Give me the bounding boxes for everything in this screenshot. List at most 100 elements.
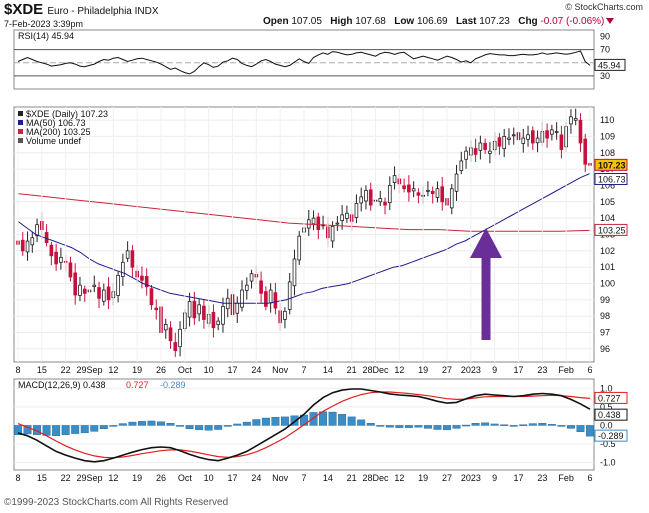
candle-body — [583, 138, 588, 165]
candle-body — [68, 262, 73, 278]
candle-body — [488, 150, 492, 154]
price-x-tick: 8 — [15, 365, 20, 375]
macd-histogram-bar — [52, 425, 61, 437]
chart-title: $XDE Euro - Philadelphia INDX — [4, 1, 159, 18]
macd-histogram-bar — [376, 425, 385, 427]
macd-x-tick: 17 — [227, 473, 237, 483]
candle-body — [402, 185, 406, 190]
macd-histogram-bar — [185, 425, 194, 429]
candle-body — [559, 134, 564, 150]
candle-body — [387, 185, 392, 203]
macd-x-tick: 15 — [37, 473, 47, 483]
candle-body — [244, 284, 249, 291]
candle-body — [364, 189, 368, 202]
candle-body — [316, 216, 321, 230]
macd-x-tick: 6 — [587, 473, 592, 483]
candle-body — [511, 134, 516, 137]
candle-body — [73, 272, 78, 296]
macd-x-tick: 28Dec — [362, 473, 389, 483]
candle-body — [92, 284, 97, 287]
candle-body — [297, 235, 302, 261]
candle-body — [521, 137, 526, 144]
macd-histogram-bar — [137, 421, 146, 426]
macd-x-tick: 9 — [492, 473, 497, 483]
candle-body — [573, 118, 578, 121]
macd-histogram-bar — [452, 425, 461, 429]
candle-body — [25, 240, 30, 253]
macd-histogram-bar — [242, 421, 251, 426]
macd-histogram-bar — [23, 425, 32, 435]
macd-x-tick: 7 — [301, 473, 306, 483]
symbol: $XDE — [4, 1, 44, 18]
macd-last-badge — [594, 408, 628, 421]
candle-body — [178, 328, 182, 348]
price-legend: MA(50) 106.73 — [26, 118, 86, 128]
macd-histogram-bar — [290, 415, 299, 426]
price-x-tick: 10 — [204, 365, 214, 375]
macd-histogram-bar — [509, 425, 518, 427]
candle-body — [578, 119, 583, 144]
candle-body — [464, 150, 468, 160]
candle-body — [507, 137, 511, 140]
site-credit: © StockCharts.com — [565, 2, 643, 12]
macd-histogram-bar — [261, 417, 270, 426]
macd-x-tick: 19 — [132, 473, 142, 483]
price-y-tick: 108 — [600, 148, 615, 158]
price-y-tick: 105 — [600, 197, 615, 207]
macd-histogram-bar — [280, 416, 289, 426]
price-x-tick: 6 — [587, 365, 592, 375]
macd-histogram-bar — [547, 424, 556, 426]
macd-histogram-bar — [366, 423, 375, 426]
macd-histogram-bar — [586, 425, 594, 437]
macd-last-label: -0.289 — [598, 431, 624, 441]
price-last-label: 103.25 — [598, 225, 626, 235]
candle-body — [211, 311, 216, 329]
macd-last-badge — [594, 391, 628, 404]
macd-histogram-bar — [357, 419, 366, 426]
open-value: 107.05 — [291, 16, 322, 27]
macd-last-label: 0.727 — [598, 393, 621, 403]
macd-histogram-bar — [385, 425, 394, 428]
macd-x-tick: 10 — [204, 473, 214, 483]
macd-histogram-bar — [481, 422, 490, 426]
candle-body — [483, 142, 487, 150]
price-y-tick: 104 — [600, 213, 615, 223]
candle-body — [235, 302, 240, 314]
candle-body — [459, 160, 464, 171]
candle-body — [187, 301, 192, 318]
price-y-tick: 96 — [600, 344, 610, 354]
candle-body — [368, 189, 373, 206]
price-x-tick: 7 — [301, 365, 306, 375]
macd-x-tick: 26 — [156, 473, 166, 483]
price-last-badge — [594, 173, 628, 186]
candle-body — [569, 116, 573, 125]
price-x-tick: 9 — [492, 365, 497, 375]
macd-histogram-bar — [109, 425, 118, 427]
price-x-tick: 26 — [156, 365, 166, 375]
macd-histogram-bar — [500, 424, 509, 426]
quote-bar: Open 107.05 High 107.68 Low 106.69 Last … — [263, 16, 615, 27]
macd-x-tick: 17 — [513, 473, 523, 483]
candle-body — [216, 320, 221, 325]
crossover-arrow-head — [470, 228, 502, 258]
open-label: Open — [263, 16, 289, 27]
candle-body — [502, 136, 507, 149]
price-last-badge — [594, 158, 628, 171]
price-x-tick: 2023 — [461, 365, 481, 375]
macd-histogram-bar — [462, 424, 471, 427]
price-legend-swatch — [18, 129, 23, 134]
rsi-y-tick: 70 — [600, 45, 610, 55]
macd-histogram-bar — [309, 412, 318, 426]
price-x-tick: Feb — [558, 365, 574, 375]
candle-body — [554, 131, 559, 133]
macd-histogram-bar — [90, 425, 99, 432]
candle-body — [173, 342, 178, 351]
macd-x-tick: Nov — [272, 473, 289, 483]
price-x-tick: 12 — [394, 365, 404, 375]
candle-body — [354, 203, 359, 218]
macd-line — [17, 388, 591, 463]
macd-histogram-bar — [566, 425, 575, 429]
instrument-name: Euro - Philadelphia INDX — [47, 6, 159, 17]
candle-body — [149, 288, 154, 306]
high-label: High — [330, 16, 353, 27]
